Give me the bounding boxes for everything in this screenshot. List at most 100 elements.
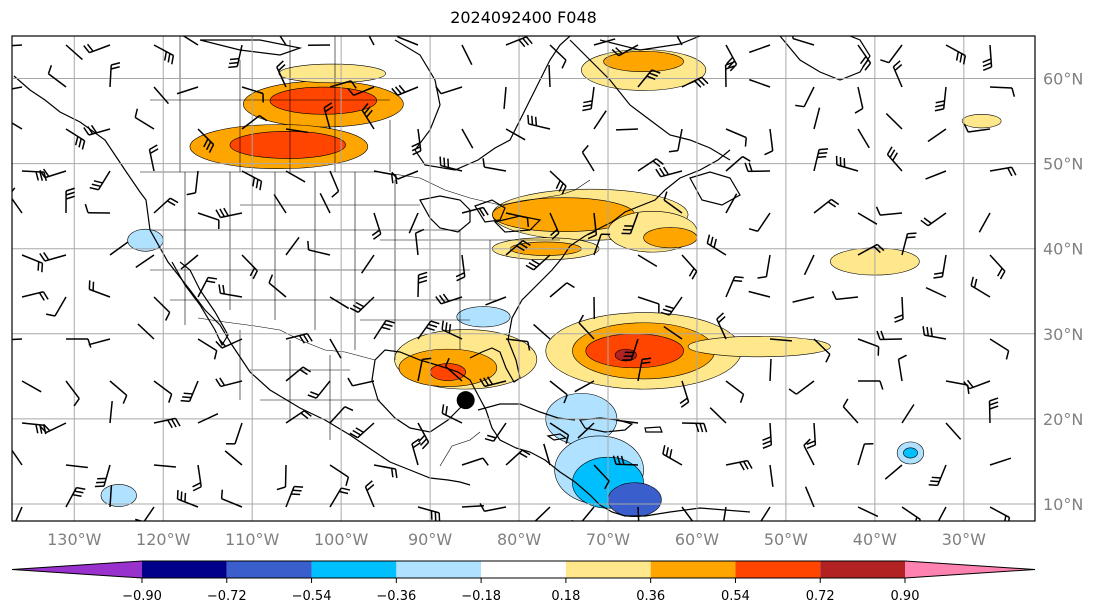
wind-barb-feather (300, 412, 309, 420)
wind-barb-shaft (224, 450, 243, 466)
wind-barb-feather (398, 84, 406, 93)
wind-barb-feather (39, 425, 47, 434)
wind-barb-shaft (792, 37, 815, 46)
wind-barb-feather (347, 87, 355, 96)
colorbar-bin (226, 561, 312, 578)
wind-barb-feather (111, 62, 121, 66)
wind-barb-feather (615, 47, 623, 55)
wind-barb-feather (418, 279, 428, 284)
wind-barb-feather (1, 38, 4, 46)
wind-barb-feather (478, 208, 485, 217)
positive-anomaly-region (603, 51, 684, 73)
wind-barb-shaft (616, 419, 639, 424)
wind-barb-feather (208, 144, 215, 153)
wind-barb-feather (717, 315, 726, 324)
wind-barb-feather (43, 423, 51, 432)
wind-barb-shaft (769, 358, 772, 382)
wind-barb-feather (482, 457, 489, 466)
wind-barb-feather (339, 490, 349, 495)
wind-barb-feather (966, 379, 974, 388)
wind-barb-feather (531, 259, 541, 266)
wind-barb-feather (819, 148, 829, 151)
border-us-mexico (197, 317, 376, 361)
wind-barb-feather (999, 270, 1006, 280)
wind-barb-feather (697, 78, 705, 86)
wind-barb-feather (252, 270, 258, 280)
coastline-central-america (477, 394, 751, 517)
wind-barb-shaft (880, 212, 903, 216)
wind-barb-feather (39, 169, 46, 179)
wind-barb-feather (725, 61, 735, 66)
wind-barb-feather (149, 144, 158, 151)
wind-barb-shaft (408, 212, 419, 234)
wind-barb-feather (739, 461, 745, 471)
wind-barb-feather (65, 195, 75, 200)
wind-barb-feather (982, 66, 992, 72)
wind-barb-shaft (361, 254, 375, 274)
wind-barb-feather (583, 100, 593, 104)
wind-barb-feather (518, 452, 528, 459)
wind-barb-shaft (194, 170, 199, 193)
wind-barb-feather (528, 262, 538, 268)
positive-anomaly-region (429, 363, 466, 381)
wind-barb-feather (133, 523, 142, 526)
wind-barb-feather (582, 108, 592, 112)
wind-barb-feather (880, 59, 890, 64)
wind-barb-shaft (65, 380, 80, 400)
wind-barb-feather (228, 65, 238, 69)
wind-barb-shaft (888, 44, 903, 64)
wind-barb-feather (757, 275, 767, 279)
wind-barb-feather (182, 396, 192, 399)
wind-barb-shaft (725, 380, 744, 395)
wind-barb-feather (669, 449, 673, 459)
wind-barb-shaft (308, 249, 331, 256)
wind-barb-shaft (637, 254, 658, 267)
wind-barb-feather (742, 461, 749, 470)
wind-barb-shaft (12, 338, 23, 341)
positive-anomaly-region (269, 86, 378, 115)
wind-barb-feather (84, 203, 89, 213)
wind-barb-feather (310, 391, 320, 396)
wind-barb-feather (522, 240, 531, 246)
wind-barb-shaft (725, 128, 747, 139)
wind-barb-shaft (197, 338, 218, 352)
wind-barb-feather (566, 282, 575, 289)
wind-barb-feather (72, 493, 82, 498)
wind-barb-feather (748, 228, 758, 232)
wind-barb-feather (344, 406, 354, 412)
wind-barb-feather (825, 353, 831, 363)
wind-barb-feather (324, 106, 334, 113)
wind-barb-feather (37, 261, 40, 271)
wind-barb-feather (306, 333, 313, 342)
wind-barb-shaft (329, 170, 340, 192)
wind-barb-shaft (533, 323, 551, 340)
longitude-label: 70°W (586, 530, 630, 549)
wind-barb-feather (218, 339, 227, 347)
wind-barb-feather (215, 340, 223, 349)
wind-barb-feather (299, 368, 308, 376)
colorbar-tick-label: −0.18 (461, 589, 501, 604)
wind-barb-feather (762, 444, 772, 449)
wind-barb-shaft (21, 380, 42, 393)
wind-barb-shaft (725, 193, 738, 214)
wind-barb-feather (818, 152, 828, 155)
wind-barb-feather (894, 318, 904, 323)
wind-barb-feather (935, 104, 945, 108)
wind-barb-shaft (134, 116, 155, 130)
wind-barb-feather (565, 434, 570, 444)
wind-barb-feather (859, 56, 867, 65)
wind-barb-feather (660, 311, 670, 316)
wind-barb-shaft (273, 194, 287, 214)
map-frame (11, 35, 1036, 522)
colorbar-tick-label: −0.54 (292, 589, 332, 604)
wind-barb-feather (91, 183, 101, 188)
wind-barb-feather (252, 177, 256, 187)
colorbar-bin (820, 561, 905, 578)
latitude-label: 50°N (1043, 155, 1083, 174)
wind-barb-feather (349, 307, 359, 313)
wind-barb-feather (421, 441, 430, 450)
wind-barb-shaft (901, 404, 915, 424)
wind-barb-feather (955, 51, 960, 61)
wind-barb-feather (649, 72, 659, 77)
